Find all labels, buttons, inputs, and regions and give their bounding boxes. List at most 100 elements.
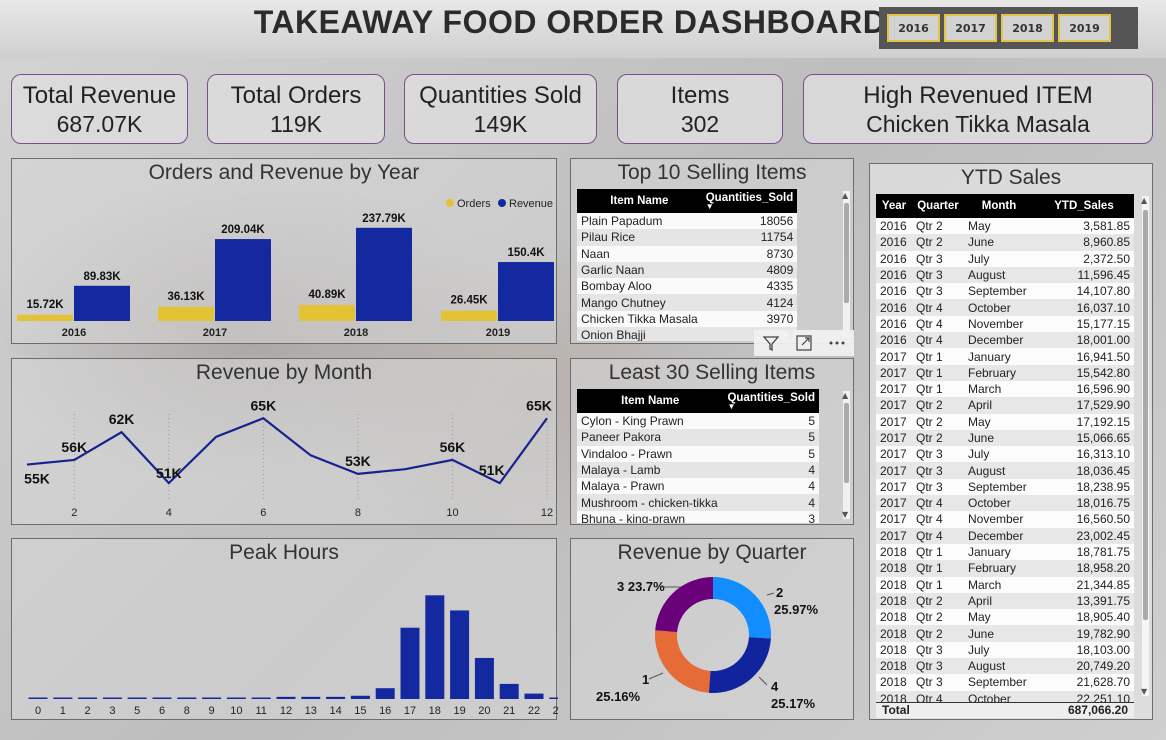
bar-orders-2016[interactable] xyxy=(17,314,73,321)
slice-qtr-3[interactable] xyxy=(655,577,713,633)
slice-qtr-2[interactable] xyxy=(713,577,771,639)
table-row[interactable]: 2017 Qtr 4 November 16,560.50 xyxy=(876,511,1134,528)
table-row[interactable]: 2017 Qtr 2 April 17,529.90 xyxy=(876,397,1134,414)
least30-panel[interactable]: Least 30 Selling Items Item Name Quantit… xyxy=(570,358,854,525)
table-row[interactable]: 2018 Qtr 2 June 19,782.90 xyxy=(876,625,1134,642)
table-row[interactable]: 2018 Qtr 3 September 21,628.70 xyxy=(876,674,1134,691)
table-row[interactable]: Mango Chutney 4124 xyxy=(577,294,797,311)
col-header-month[interactable]: Month xyxy=(964,194,1034,218)
table-row[interactable]: Chicken Tikka Masala 3970 xyxy=(577,310,797,328)
year-button-2019[interactable]: 2019 xyxy=(1058,14,1111,42)
table-row[interactable]: 2018 Qtr 1 March 21,344.85 xyxy=(876,576,1134,593)
col-header-quarter[interactable]: Quarter xyxy=(912,194,964,218)
ytd-sales-panel[interactable]: YTD Sales Year Quarter Month YTD_Sales 2… xyxy=(869,163,1153,720)
year-button-2018[interactable]: 2018 xyxy=(1001,14,1054,42)
table-row[interactable]: 2017 Qtr 2 May 17,192.15 xyxy=(876,413,1134,430)
table-row[interactable]: 2017 Qtr 1 February 15,542.80 xyxy=(876,364,1134,381)
table-row[interactable]: Naan 8730 xyxy=(577,245,797,262)
bar-hour-19[interactable] xyxy=(450,610,470,699)
bar-hour-20[interactable] xyxy=(474,657,494,699)
least30-scrollbar[interactable]: ▲ ▼ xyxy=(842,391,850,519)
scroll-up-icon[interactable]: ▲ xyxy=(1141,196,1148,205)
bar-hour-16[interactable] xyxy=(375,688,395,699)
slice-qtr-1[interactable] xyxy=(655,630,711,693)
table-row[interactable]: 2018 Qtr 2 April 13,391.75 xyxy=(876,592,1134,610)
revenue-by-quarter-panel[interactable]: Revenue by Quarter 1 25.16% 2 25.97% 3 23.7%… xyxy=(570,538,854,720)
revenue-by-month-panel[interactable]: Revenue by Month 2 4 6 8 10 12 55K 56K 62K 51K 65K… xyxy=(11,358,557,525)
more-options-icon[interactable] xyxy=(827,333,847,353)
table-row[interactable]: Vindaloo - Prawn 5 xyxy=(577,445,819,462)
scroll-up-icon[interactable]: ▲ xyxy=(842,191,849,200)
peak-hours-panel[interactable]: Peak Hours 0 1 2 3 5 6 8 9 10 11 12 13 14 15 16 17 18 19 2… xyxy=(11,538,558,720)
scroll-down-icon[interactable]: ▼ xyxy=(1141,687,1148,696)
bar-orders-2018[interactable] xyxy=(299,304,355,321)
bar-hour-22[interactable] xyxy=(524,693,544,699)
table-row[interactable]: Mushroom - chicken-tikka 4 xyxy=(577,494,819,511)
table-row[interactable]: 2016 Qtr 2 May 3,581.85 xyxy=(876,218,1134,235)
table-row[interactable]: 2017 Qtr 1 January 16,941.50 xyxy=(876,348,1134,365)
scroll-down-icon[interactable]: ▼ xyxy=(842,510,849,519)
bar-revenue-2016[interactable] xyxy=(74,285,130,321)
col-header-quantities-sold[interactable]: Quantities_Sold ▼ xyxy=(701,189,797,213)
col-header-item-name[interactable]: Item Name xyxy=(577,189,702,213)
table-row[interactable]: Malaya - Prawn 4 xyxy=(577,478,819,495)
bar-hour-0[interactable] xyxy=(28,697,48,700)
bar-hour-2[interactable] xyxy=(78,697,98,700)
focus-mode-icon[interactable] xyxy=(794,333,814,353)
revenue-line[interactable] xyxy=(26,417,548,485)
bar-hour-14[interactable] xyxy=(326,696,346,699)
bar-hour-8[interactable] xyxy=(177,697,197,700)
scroll-up-icon[interactable]: ▲ xyxy=(842,391,849,400)
table-row[interactable]: Plain Papadum 18056 xyxy=(577,213,797,230)
bar-hour-11[interactable] xyxy=(251,697,271,700)
table-row[interactable]: 2016 Qtr 3 July 2,372.50 xyxy=(876,250,1134,267)
table-row[interactable]: 2016 Qtr 4 November 15,177.15 xyxy=(876,315,1134,333)
scroll-thumb[interactable] xyxy=(844,203,849,303)
table-row[interactable]: Malaya - Lamb 4 xyxy=(577,461,819,479)
top10-scrollbar[interactable]: ▲ xyxy=(842,191,850,337)
bar-hour-15[interactable] xyxy=(350,695,370,699)
bar-hour-6[interactable] xyxy=(152,697,172,700)
table-row[interactable]: Cylon - King Prawn 5 xyxy=(577,413,819,430)
table-row[interactable]: 2016 Qtr 4 October 16,037.10 xyxy=(876,299,1134,316)
bar-hour-10[interactable] xyxy=(226,697,246,700)
table-row[interactable]: 2018 Qtr 1 February 18,958.20 xyxy=(876,560,1134,577)
scroll-thumb[interactable] xyxy=(1143,210,1148,620)
bar-hour-1[interactable] xyxy=(53,697,73,700)
ytd-scrollbar[interactable]: ▲ ▼ xyxy=(1141,196,1149,696)
table-row[interactable]: 2018 Qtr 1 January 18,781.75 xyxy=(876,543,1134,561)
table-row[interactable]: 2017 Qtr 4 October 18,016.75 xyxy=(876,495,1134,512)
slice-qtr-4[interactable] xyxy=(708,637,771,693)
table-row[interactable]: 2017 Qtr 3 July 16,313.10 xyxy=(876,446,1134,463)
table-row[interactable]: 2017 Qtr 2 June 15,066.65 xyxy=(876,429,1134,447)
year-button-2017[interactable]: 2017 xyxy=(944,14,997,42)
table-row[interactable]: 2018 Qtr 3 August 20,749.20 xyxy=(876,658,1134,675)
bar-hour-23[interactable] xyxy=(549,697,558,700)
bar-hour-5[interactable] xyxy=(127,697,147,700)
bar-revenue-2017[interactable] xyxy=(215,239,271,321)
table-row[interactable]: 2016 Qtr 4 December 18,001.00 xyxy=(876,332,1134,349)
col-header-ytd-sales[interactable]: YTD_Sales xyxy=(1034,194,1134,218)
table-row[interactable]: 2018 Qtr 2 May 18,905.40 xyxy=(876,609,1134,626)
col-header-quantities-sold[interactable]: Quantities_Sold ▼ xyxy=(723,389,819,413)
bar-hour-13[interactable] xyxy=(301,696,321,699)
bar-hour-21[interactable] xyxy=(499,683,519,699)
table-row[interactable]: 2016 Qtr 2 June 8,960.85 xyxy=(876,234,1134,251)
bar-revenue-2018[interactable] xyxy=(356,227,412,321)
table-row[interactable]: Bombay Aloo 4335 xyxy=(577,278,797,295)
table-row[interactable]: 2016 Qtr 3 August 11,596.45 xyxy=(876,266,1134,284)
table-row[interactable]: Paneer Pakora 5 xyxy=(577,429,819,446)
table-row[interactable]: Bhuna - king-prawn 3 xyxy=(577,510,819,523)
table-row[interactable]: 2018 Qtr 4 October 22,251.10 xyxy=(876,690,1134,702)
table-row[interactable]: 2017 Qtr 4 December 23,002.45 xyxy=(876,527,1134,544)
top10-panel[interactable]: Top 10 Selling Items Item Name Quantitie… xyxy=(570,158,854,344)
bar-hour-3[interactable] xyxy=(102,697,122,700)
bar-hour-18[interactable] xyxy=(425,595,445,699)
table-row[interactable]: Garlic Naan 4809 xyxy=(577,261,797,279)
table-row[interactable]: 2017 Qtr 3 September 18,238.95 xyxy=(876,478,1134,496)
bar-hour-17[interactable] xyxy=(400,627,420,699)
orders-revenue-panel[interactable]: Orders and Revenue by Year Orders Revenu… xyxy=(11,158,557,344)
col-header-year[interactable]: Year xyxy=(876,194,912,218)
table-row[interactable]: 2018 Qtr 3 July 18,103.00 xyxy=(876,641,1134,659)
scroll-thumb[interactable] xyxy=(844,403,849,483)
